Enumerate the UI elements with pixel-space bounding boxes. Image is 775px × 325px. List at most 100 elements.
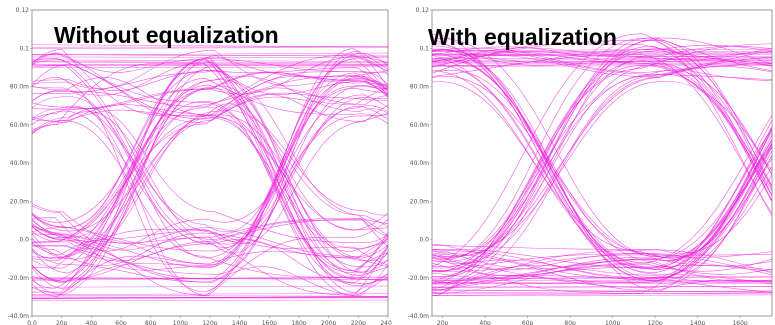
eye-trace bbox=[32, 70, 388, 231]
eye-trace bbox=[432, 63, 772, 66]
x-tick-label: 220p bbox=[351, 320, 366, 325]
eye-trace bbox=[32, 56, 388, 58]
eye-trace bbox=[432, 54, 772, 282]
y-tick-label: 0.0 bbox=[19, 237, 29, 244]
eye-trace bbox=[432, 50, 772, 283]
eye-trace bbox=[432, 57, 772, 59]
eye-trace bbox=[32, 203, 388, 257]
eye-trace bbox=[32, 49, 388, 117]
eye-trace bbox=[432, 45, 772, 63]
y-tick-label: 60.0m bbox=[410, 122, 429, 129]
eye-trace bbox=[432, 38, 772, 284]
x-tick-label: 60p bbox=[115, 320, 127, 325]
eye-trace bbox=[432, 253, 772, 276]
eye-trace bbox=[32, 63, 388, 65]
eye-trace bbox=[32, 87, 388, 232]
eye-trace bbox=[432, 258, 772, 276]
eye-trace bbox=[432, 51, 772, 68]
eye-trace bbox=[432, 81, 772, 258]
eye-trace bbox=[32, 65, 388, 260]
eye-trace bbox=[432, 65, 772, 262]
eye-trace bbox=[432, 44, 772, 296]
eye-trace bbox=[32, 47, 388, 49]
eye-trace bbox=[32, 64, 388, 244]
eye-diagram-chart: -40.0m -20.0m 0.0 20.0m 40.0m 60.0m 80.0m 0.1 0.… bbox=[8, 7, 392, 325]
eye-trace bbox=[432, 289, 772, 292]
eye-trace bbox=[432, 47, 772, 73]
eye-trace bbox=[432, 43, 772, 270]
eye-trace bbox=[32, 61, 388, 63]
eye-trace bbox=[32, 57, 388, 282]
eye-trace bbox=[432, 51, 772, 54]
eye-trace bbox=[32, 48, 388, 293]
eye-trace bbox=[32, 72, 388, 259]
x-tick-label: 100p bbox=[605, 320, 620, 325]
eye-trace bbox=[432, 39, 772, 190]
eye-trace bbox=[32, 58, 388, 297]
y-tick-label: 0.1 bbox=[19, 45, 29, 52]
eye-trace bbox=[432, 57, 772, 264]
eye-trace bbox=[32, 94, 388, 284]
x-tick-label: 140p bbox=[690, 320, 705, 325]
x-tick-label: 60p bbox=[522, 320, 534, 325]
eye-trace bbox=[432, 276, 772, 280]
eye-trace bbox=[32, 44, 388, 48]
eye-trace bbox=[432, 165, 772, 291]
x-tick-label: 100p bbox=[173, 320, 188, 325]
eye-trace bbox=[432, 48, 772, 52]
eye-trace bbox=[32, 62, 388, 287]
y-tick-label: 0.12 bbox=[416, 7, 430, 14]
eye-trace bbox=[32, 50, 388, 248]
eye-trace bbox=[432, 127, 772, 294]
eye-trace bbox=[432, 276, 772, 280]
eye-trace bbox=[32, 104, 388, 274]
eye-trace bbox=[432, 81, 772, 258]
eye-trace bbox=[32, 285, 388, 288]
eye-trace bbox=[432, 39, 772, 268]
eye-trace bbox=[32, 296, 388, 299]
eye-trace bbox=[32, 114, 388, 252]
y-tick-label: 80.0m bbox=[410, 84, 429, 91]
y-tick-label: 80.0m bbox=[10, 84, 29, 91]
eye-trace bbox=[432, 59, 772, 278]
eye-trace bbox=[432, 52, 772, 55]
eye-trace bbox=[432, 60, 772, 257]
eye-trace bbox=[32, 65, 388, 241]
eye-trace bbox=[432, 128, 772, 292]
eye-trace bbox=[432, 33, 772, 267]
x-tick-label: 180p bbox=[291, 320, 306, 325]
eye-trace bbox=[432, 76, 772, 272]
eye-trace bbox=[432, 289, 772, 293]
eye-trace bbox=[32, 67, 388, 228]
eye-trace bbox=[432, 43, 772, 259]
eye-trace bbox=[432, 37, 772, 261]
eye-trace bbox=[32, 276, 388, 280]
x-tick-label: 80p bbox=[564, 320, 576, 325]
eye-trace bbox=[432, 290, 772, 294]
eye-trace bbox=[32, 57, 388, 273]
eye-trace bbox=[32, 299, 388, 301]
y-tick-label: 20.0m bbox=[410, 198, 429, 205]
eye-trace bbox=[32, 46, 388, 48]
eye-trace bbox=[432, 286, 772, 288]
eye-trace bbox=[432, 70, 772, 284]
eye-trace bbox=[432, 70, 772, 264]
y-tick-label: 20.0m bbox=[10, 198, 29, 205]
eye-trace bbox=[432, 138, 772, 269]
eye-trace bbox=[432, 54, 772, 56]
eye-trace bbox=[32, 247, 388, 296]
x-tick-label: 120p bbox=[202, 320, 217, 325]
eye-trace bbox=[432, 37, 772, 280]
x-tick-label: 0.0 bbox=[27, 320, 37, 325]
eye-trace bbox=[32, 239, 388, 265]
eye-trace bbox=[432, 70, 772, 257]
eye-trace bbox=[432, 265, 772, 294]
eye-trace bbox=[432, 55, 772, 57]
x-tick-label: 40p bbox=[479, 320, 491, 325]
eye-trace bbox=[432, 73, 772, 272]
eye-traces bbox=[432, 33, 772, 296]
x-tick-label: 160p bbox=[262, 320, 277, 325]
eye-trace bbox=[432, 48, 772, 278]
eye-trace bbox=[432, 134, 772, 279]
eye-trace bbox=[32, 296, 388, 298]
